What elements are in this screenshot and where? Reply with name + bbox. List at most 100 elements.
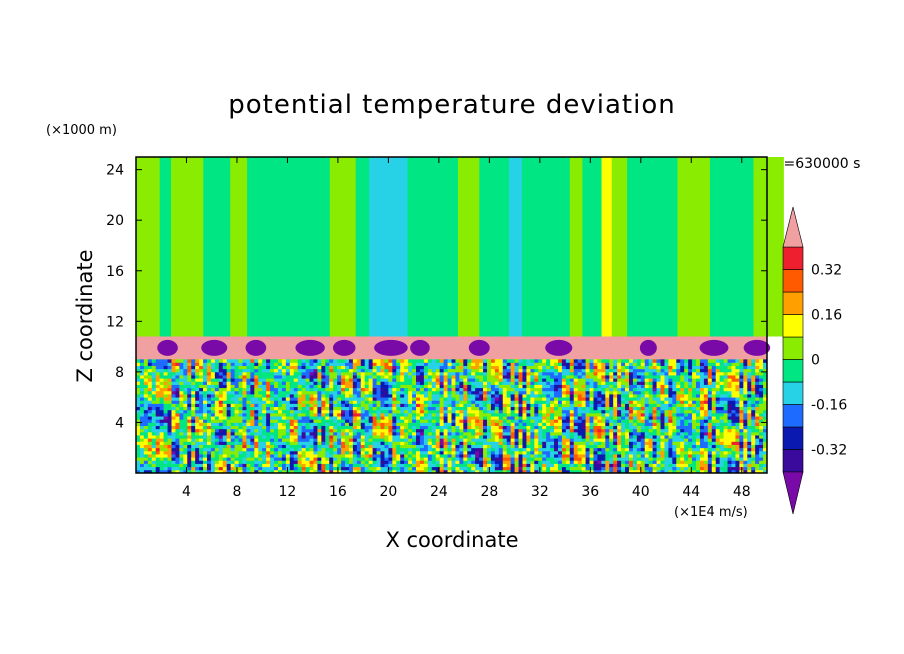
field-cell <box>644 359 650 363</box>
field-cell <box>459 428 464 433</box>
field-cell <box>656 469 661 474</box>
field-cell <box>175 359 180 363</box>
field-cell <box>561 406 567 411</box>
field-cell <box>356 435 362 439</box>
field-cell <box>262 412 267 417</box>
field-cell <box>416 460 421 464</box>
field-cell <box>534 457 539 461</box>
field-cell <box>640 409 646 414</box>
field-cell <box>195 454 200 458</box>
field-cell <box>656 390 661 395</box>
field-cell <box>664 390 669 395</box>
field-cell <box>250 450 255 455</box>
field-cell <box>360 444 366 449</box>
field-cell <box>412 368 417 373</box>
field-cell <box>191 371 196 376</box>
y-unit-label: (×1000 m) <box>46 123 117 138</box>
field-cell <box>498 412 504 417</box>
field-cell <box>577 450 583 455</box>
field-cell <box>423 431 429 436</box>
field-cell <box>554 466 559 471</box>
field-cell <box>163 466 168 471</box>
field-cell <box>187 422 192 426</box>
field-cell <box>210 365 216 370</box>
field-cell <box>337 419 342 423</box>
field-cell <box>210 397 216 401</box>
field-cell <box>325 441 330 445</box>
field-cell <box>640 381 646 385</box>
field-cell <box>589 403 594 408</box>
field-cell <box>593 371 598 376</box>
field-cell <box>486 419 492 423</box>
field-cell <box>514 419 519 423</box>
field-cell <box>601 397 606 401</box>
field-cell <box>313 406 318 411</box>
field-cell <box>664 400 669 404</box>
field-cell <box>416 466 421 471</box>
field-cell <box>506 422 512 426</box>
field-cell <box>136 384 141 389</box>
field-cell <box>408 365 413 370</box>
field-cell <box>471 463 476 468</box>
field-cell <box>589 425 594 430</box>
field-cell <box>585 378 590 382</box>
field-cell <box>538 406 543 411</box>
field-cell <box>380 397 385 401</box>
field-cell <box>617 412 622 417</box>
field-cell <box>514 416 519 420</box>
field-cell <box>309 394 314 398</box>
field-cell <box>412 397 417 401</box>
field-cell <box>210 460 216 464</box>
field-cell <box>337 438 342 442</box>
field-cell <box>258 447 263 452</box>
field-cell <box>652 466 657 471</box>
field-cell <box>522 409 527 414</box>
field-cell <box>628 441 634 445</box>
field-cell <box>632 438 638 442</box>
field-cell <box>518 406 523 411</box>
field-cell <box>554 403 559 408</box>
field-cell <box>262 384 267 389</box>
field-cell <box>321 469 326 474</box>
field-cell <box>648 390 654 395</box>
field-cell <box>313 447 318 452</box>
field-cell <box>621 460 626 464</box>
field-cell <box>617 390 622 395</box>
field-cell <box>494 431 500 436</box>
field-cell <box>352 438 358 442</box>
field-cell <box>538 400 543 404</box>
field-cell <box>329 422 334 426</box>
field-cell <box>597 469 602 474</box>
field-cell <box>151 409 157 414</box>
field-cell <box>554 394 559 398</box>
field-cell <box>143 419 149 423</box>
field-cell <box>483 431 488 436</box>
field-cell <box>443 428 448 433</box>
field-cell <box>447 463 452 468</box>
field-cell <box>360 466 366 471</box>
field-cell <box>352 371 358 376</box>
field-cell <box>490 463 496 468</box>
field-cell <box>577 387 583 392</box>
field-cell <box>246 378 251 382</box>
field-cell <box>376 390 381 395</box>
field-cell <box>569 469 575 474</box>
field-cell <box>136 371 141 376</box>
field-cell <box>388 368 393 373</box>
field-cell <box>471 397 476 401</box>
field-cell <box>325 371 330 376</box>
field-cell <box>672 375 677 379</box>
field-cell <box>530 469 535 474</box>
field-cell <box>601 460 606 464</box>
field-cell <box>230 460 235 464</box>
field-cell <box>632 425 638 430</box>
field-cell <box>313 368 318 373</box>
field-cell <box>163 454 168 458</box>
field-cell <box>159 450 165 455</box>
field-cell <box>463 409 468 414</box>
field-cell <box>388 438 393 442</box>
field-cell <box>585 457 590 461</box>
field-cell <box>431 394 437 398</box>
field-cell <box>510 447 515 452</box>
field-cell <box>277 365 283 370</box>
